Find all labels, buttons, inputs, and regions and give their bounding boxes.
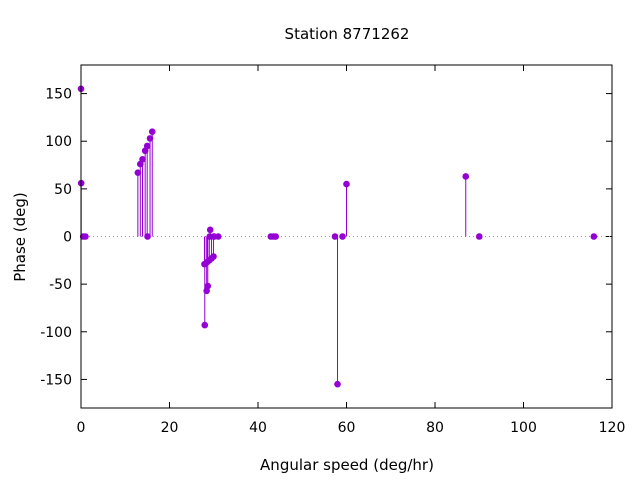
y-tick-label: -50 xyxy=(49,277,72,293)
data-point xyxy=(144,233,151,240)
x-tick-label: 40 xyxy=(249,420,267,436)
x-tick-label: 80 xyxy=(426,420,444,436)
data-point xyxy=(272,233,280,240)
data-point xyxy=(339,233,346,240)
y-tick-label: 150 xyxy=(45,87,72,103)
y-tick-label: -150 xyxy=(40,372,72,388)
data-point xyxy=(146,135,154,142)
x-tick-label: 100 xyxy=(510,420,537,436)
data-point xyxy=(143,142,151,150)
data-point xyxy=(82,233,89,240)
data-point xyxy=(343,180,350,188)
x-tick-label: 20 xyxy=(161,420,179,436)
y-tick-label: -100 xyxy=(40,325,72,341)
plot-frame xyxy=(80,64,613,409)
axis-ticks: 0 20 40 60 80 100 120 150 100 50 0 -50 -100 -150 xyxy=(40,65,625,436)
data-point xyxy=(134,169,142,176)
data-point xyxy=(204,282,212,290)
chart-title: Station 8771262 xyxy=(285,25,410,43)
data-point xyxy=(331,233,339,240)
y-tick-label: 100 xyxy=(45,134,72,150)
x-axis-label: Angular speed (deg/hr) xyxy=(260,456,434,474)
y-axis-label: Phase (deg) xyxy=(11,192,29,282)
y-tick-label: 0 xyxy=(63,230,72,246)
y-tick-label: 50 xyxy=(54,182,72,198)
data-point xyxy=(206,226,214,234)
data-point xyxy=(139,156,146,163)
data-point xyxy=(210,253,217,260)
x-tick-label: 120 xyxy=(599,420,626,436)
x-tick-label: 0 xyxy=(77,420,86,436)
data-point xyxy=(334,380,341,388)
data-point xyxy=(148,128,156,135)
data-point xyxy=(201,321,209,329)
x-tick-label: 60 xyxy=(338,420,356,436)
data-point xyxy=(214,233,222,240)
data-point xyxy=(462,173,470,180)
data-point xyxy=(475,233,483,240)
data-marks xyxy=(77,85,612,388)
data-point xyxy=(590,233,598,240)
